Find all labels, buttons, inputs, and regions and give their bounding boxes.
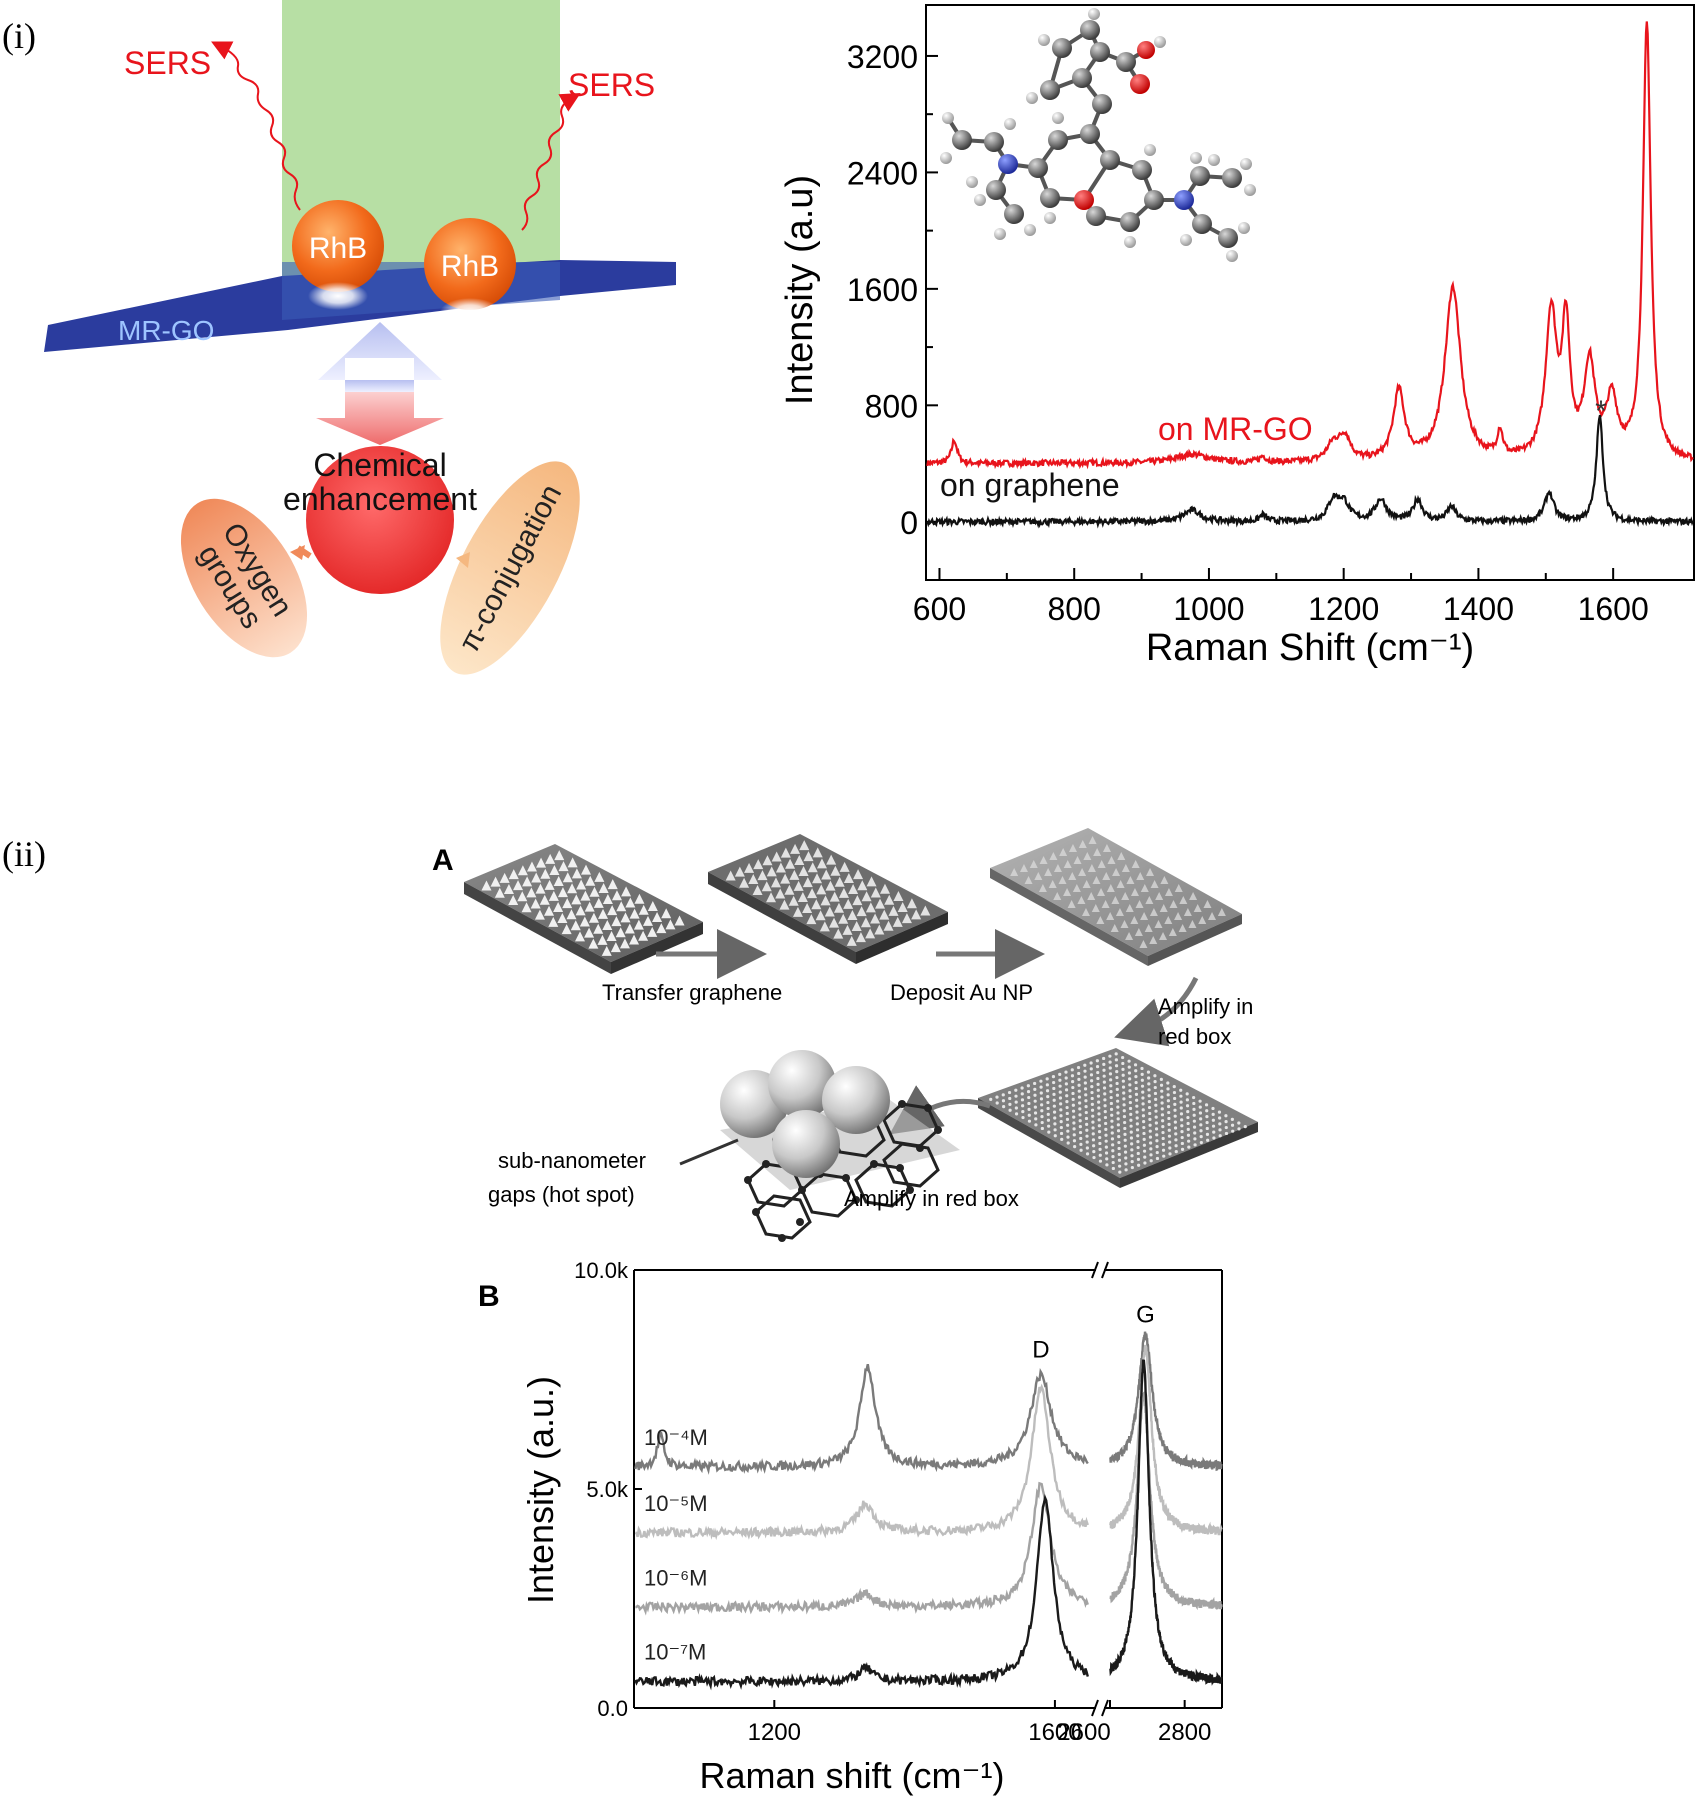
sers-schematic: MR-GO SERS SERS RhB RhB Chemical enhance… bbox=[44, 0, 676, 675]
arrow-step3 bbox=[1114, 976, 1199, 1047]
chart2-series-label: 10⁻⁴M bbox=[644, 1425, 708, 1450]
hotspot-pointer bbox=[679, 1138, 739, 1166]
subpanel-a-label: A bbox=[432, 844, 454, 877]
arrow-down bbox=[316, 392, 444, 445]
rhodamine-b-structure-inset bbox=[940, 8, 1256, 262]
chart1-xtick-label: 800 bbox=[1048, 591, 1101, 627]
enhancement-label: enhancement bbox=[283, 481, 477, 517]
chart-raman-rhb: 600 800 1000 1200 1400 1600 0 800 1600 2400 3200 o… bbox=[779, 4, 1695, 669]
au-nanoparticles bbox=[1010, 836, 1226, 948]
sers-wave-right bbox=[521, 93, 581, 231]
peak-asterisk: * bbox=[1595, 395, 1607, 428]
legend-graphene: on graphene bbox=[940, 467, 1120, 503]
rhb-label-1: RhB bbox=[309, 232, 367, 265]
chart2-series-label: 10⁻⁷M bbox=[644, 1640, 706, 1665]
axis-break-mark bbox=[1091, 1699, 1099, 1717]
chart2-ytick-label: 0.0 bbox=[597, 1696, 628, 1721]
step3-label-2: red box bbox=[1158, 1024, 1231, 1049]
rhb-label-2: RhB bbox=[441, 250, 499, 283]
fabrication-schematic: A Transfer graphene Deposit Au NP Amplif… bbox=[432, 828, 1258, 1242]
panel-i-label: (i) bbox=[2, 16, 36, 56]
arrow-step4 bbox=[889, 1085, 991, 1135]
chart2-series-label: 10⁻⁵M bbox=[644, 1491, 708, 1516]
chart1-ytick-label: 0 bbox=[900, 505, 918, 541]
chart1-ytick-label: 1600 bbox=[847, 272, 918, 308]
step4-label: Amplify in red box bbox=[844, 1186, 1019, 1211]
step1-label: Transfer graphene bbox=[602, 980, 782, 1005]
sers-wave-left bbox=[211, 41, 301, 211]
step3-label-1: Amplify in bbox=[1158, 994, 1253, 1019]
chart2-ylabel: Intensity (a.u.) bbox=[520, 1376, 561, 1604]
au-nanosphere-cluster bbox=[720, 1050, 890, 1178]
chart2-xtick-label: 1600 bbox=[1028, 1719, 1081, 1746]
chart1-ytick-label: 3200 bbox=[847, 39, 918, 75]
chart2-series-label: 10⁻⁶M bbox=[644, 1565, 707, 1590]
chart1-frame bbox=[925, 4, 1695, 581]
chart1-xtick-label: 1200 bbox=[1308, 591, 1379, 627]
chart1-xtick-label: 1600 bbox=[1578, 591, 1649, 627]
sers-label-left: SERS bbox=[124, 45, 211, 81]
chart2-series-7-left bbox=[634, 1493, 1089, 1691]
rhb-molecule-1 bbox=[292, 200, 384, 292]
chart2-series-5-right bbox=[1109, 1344, 1223, 1536]
chart2-xtick-label: 1200 bbox=[748, 1719, 801, 1746]
axis-break-mark bbox=[1101, 1261, 1109, 1279]
hotspot-glow-2 bbox=[440, 298, 500, 326]
chart1-series-graphene bbox=[926, 414, 1694, 529]
chart2-series-6-right bbox=[1109, 1391, 1223, 1611]
chart1-ytick-label: 800 bbox=[865, 388, 918, 424]
chart1-xtick-label: 1400 bbox=[1443, 591, 1514, 627]
sers-label-right: SERS bbox=[568, 67, 655, 103]
peak-label-d: D bbox=[1032, 1337, 1049, 1364]
chart2-series-6-left bbox=[635, 1481, 1089, 1616]
chart2-ytick-label: 5.0k bbox=[586, 1477, 629, 1502]
hotspot-glow-1 bbox=[308, 282, 368, 310]
axis-break-mark bbox=[1101, 1699, 1109, 1717]
mr-go-label: MR-GO bbox=[118, 315, 214, 346]
legend-mr-go: on MR-GO bbox=[1158, 411, 1313, 447]
chart1-xtick-label: 1000 bbox=[1173, 591, 1244, 627]
chart2-series-5-left bbox=[634, 1383, 1089, 1541]
arrow-up bbox=[318, 322, 442, 380]
axis-break-mark bbox=[1091, 1261, 1099, 1279]
chart1-xlabel: Raman Shift (cm⁻¹) bbox=[1146, 627, 1474, 669]
gold-nanotriangles bbox=[481, 850, 685, 956]
chart2-series-4-right bbox=[1109, 1331, 1223, 1472]
oxygen-groups-ellipse: Oxygen groups bbox=[180, 498, 308, 658]
chart2-xtick-label: 2800 bbox=[1158, 1719, 1211, 1746]
hotspot-label-2: gaps (hot spot) bbox=[488, 1182, 635, 1207]
peak-label-g: G bbox=[1136, 1302, 1155, 1329]
panel-ii-label: (ii) bbox=[2, 834, 46, 874]
chart1-series-mr-go bbox=[926, 21, 1694, 470]
subpanel-b-label: B bbox=[478, 1280, 500, 1313]
chemical-label: Chemical bbox=[313, 447, 446, 483]
chart2-xlabel: Raman shift (cm⁻¹) bbox=[699, 1755, 1004, 1796]
chart1-ytick-label: 2400 bbox=[847, 155, 918, 191]
rhb-molecule-2 bbox=[424, 218, 516, 310]
hotspot-label-1: sub-nanometer bbox=[498, 1148, 646, 1173]
chemical-enhancement-ball bbox=[306, 446, 454, 594]
chart2-xtick-label: 2600 bbox=[1057, 1719, 1110, 1746]
chart2-ytick-label: 10.0k bbox=[574, 1258, 629, 1283]
step2-label: Deposit Au NP bbox=[890, 980, 1033, 1005]
chart1-xtick-label: 600 bbox=[913, 591, 966, 627]
chart2-series-7-right bbox=[1109, 1359, 1223, 1686]
graphene-covered-triangles bbox=[725, 840, 931, 946]
chart1-ylabel: Intensity (a.u) bbox=[779, 175, 821, 405]
amplified-nanoparticle-array bbox=[989, 1052, 1247, 1174]
chart2-series-4-left bbox=[634, 1363, 1089, 1475]
